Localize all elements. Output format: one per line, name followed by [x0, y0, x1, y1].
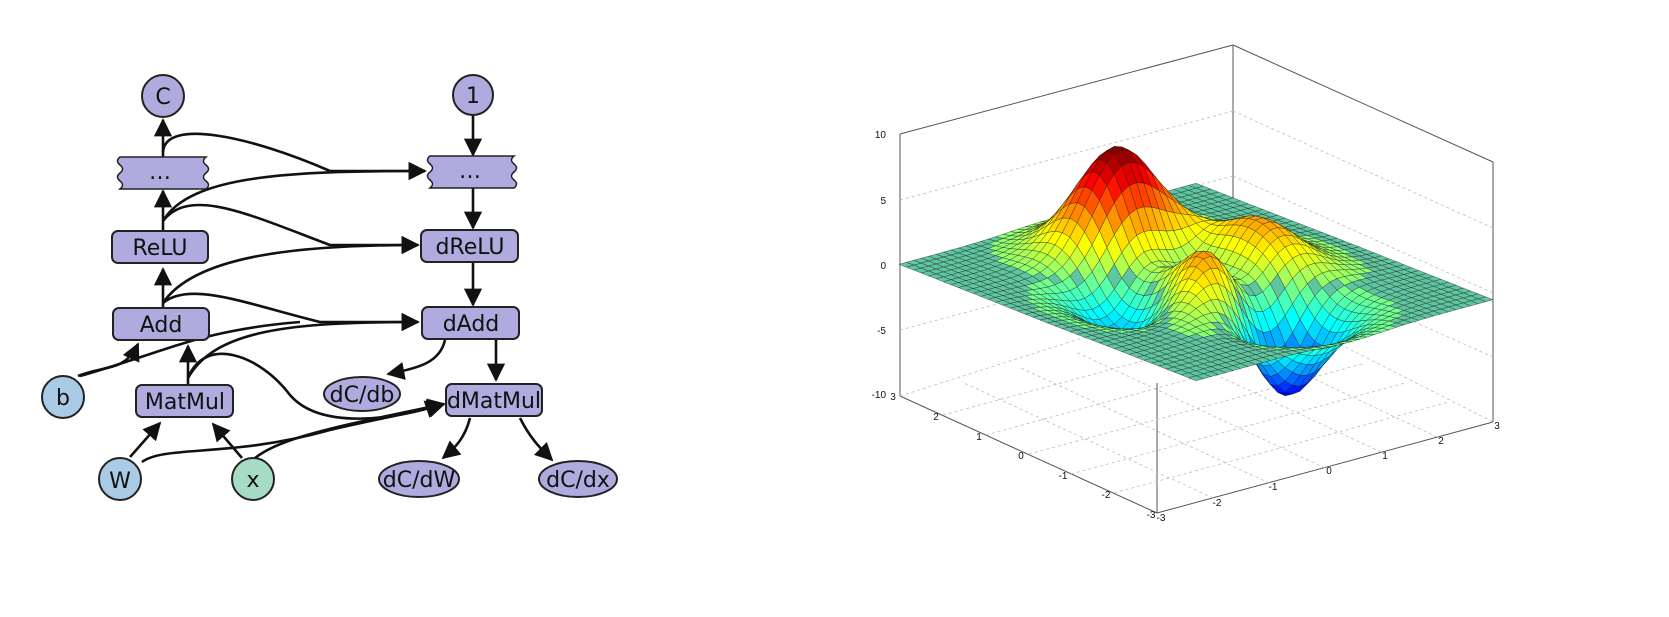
- x-tick: 1: [1382, 451, 1388, 462]
- edge-dmatmul-to-dcdx: [518, 417, 554, 462]
- node-dcdw: dC/dW: [378, 460, 460, 498]
- z-tick: -10: [872, 390, 887, 401]
- z-tick: 5: [880, 196, 886, 207]
- node-b-label: b: [56, 386, 70, 411]
- node-dmatmul: dMatMul: [445, 383, 543, 417]
- node-backward-ellipsis: …: [426, 155, 518, 189]
- node-dadd-label: dAdd: [443, 312, 500, 337]
- x-tick: 3: [1494, 421, 1500, 432]
- node-dcdb: dC/db: [323, 376, 401, 412]
- surface-patch: [1188, 375, 1204, 381]
- x-tick: 0: [1326, 466, 1332, 477]
- node-dmatmul-label: dMatMul: [447, 389, 541, 414]
- edge-dadd-to-dcdb: [386, 339, 447, 380]
- z-tick: 0: [880, 261, 886, 272]
- node-dcdx-label: dC/dx: [546, 468, 610, 493]
- edge-relu-to-dadd: [162, 292, 420, 332]
- y-tick: 2: [933, 412, 939, 423]
- node-w-label: W: [109, 469, 131, 494]
- node-relu: ReLU: [111, 230, 209, 264]
- z-tick: -5: [877, 326, 886, 337]
- surface-mesh: [898, 146, 1494, 396]
- node-one-label: 1: [466, 84, 480, 109]
- node-drelu: dReLU: [420, 229, 519, 263]
- node-x-label: x: [246, 468, 259, 493]
- edge-w-to-matmul: [129, 421, 162, 458]
- z-axis-ticks: 10 5 0 -5 -10: [872, 130, 887, 401]
- y-tick: -1: [1059, 471, 1068, 482]
- graph-edges: [77, 115, 554, 471]
- y-tick: -3: [1147, 510, 1156, 521]
- node-drelu-label: dReLU: [435, 235, 504, 260]
- node-relu-label: ReLU: [132, 236, 187, 261]
- x-tick: -1: [1269, 482, 1278, 493]
- node-add-label: Add: [140, 313, 183, 338]
- y-tick: 1: [976, 432, 982, 443]
- node-backward-ellipsis-label: …: [459, 159, 481, 184]
- y-tick: -2: [1102, 490, 1111, 501]
- node-c: C: [141, 74, 185, 118]
- edge-x-to-matmul: [211, 422, 243, 459]
- node-forward-ellipsis-label: …: [149, 160, 171, 185]
- edge-c-branch-to-bwd-ellipsis: [161, 132, 427, 181]
- computation-graph: C … ReLU Add b MatMul W x 1 … dReLU: [41, 74, 618, 501]
- edge-ellipsis-to-drelu: [161, 203, 420, 255]
- x-tick: -2: [1213, 498, 1222, 509]
- x-tick: -3: [1157, 513, 1166, 524]
- left-axis-ticks: 3 2 1 0 -1 -2 -3: [890, 392, 1156, 521]
- node-w: W: [98, 457, 142, 501]
- y-tick: 0: [1018, 451, 1024, 462]
- node-add: Add: [112, 307, 210, 341]
- node-dcdb-label: dC/db: [330, 383, 395, 408]
- node-dcdw-label: dC/dW: [383, 468, 456, 493]
- x-tick: 2: [1438, 436, 1444, 447]
- edge-dmatmul-to-dcdw: [441, 417, 472, 460]
- y-tick: 3: [890, 392, 896, 403]
- node-matmul: MatMul: [135, 384, 234, 418]
- node-x: x: [231, 457, 275, 501]
- node-dcdx: dC/dx: [538, 460, 618, 498]
- right-axis-ticks: -3 -2 -1 0 1 2 3: [1157, 421, 1501, 524]
- edge-ellipsis-to-bwd-ellipsis: [161, 161, 427, 222]
- node-matmul-label: MatMul: [145, 390, 225, 415]
- node-dadd: dAdd: [421, 306, 520, 340]
- node-c-label: C: [155, 85, 170, 110]
- node-b: b: [41, 375, 85, 419]
- z-tick: 10: [875, 130, 887, 141]
- node-one: 1: [452, 74, 494, 116]
- edge-relu-to-drelu: [161, 235, 420, 304]
- edge-b-to-dadd: [79, 320, 301, 378]
- node-forward-ellipsis: …: [116, 156, 210, 190]
